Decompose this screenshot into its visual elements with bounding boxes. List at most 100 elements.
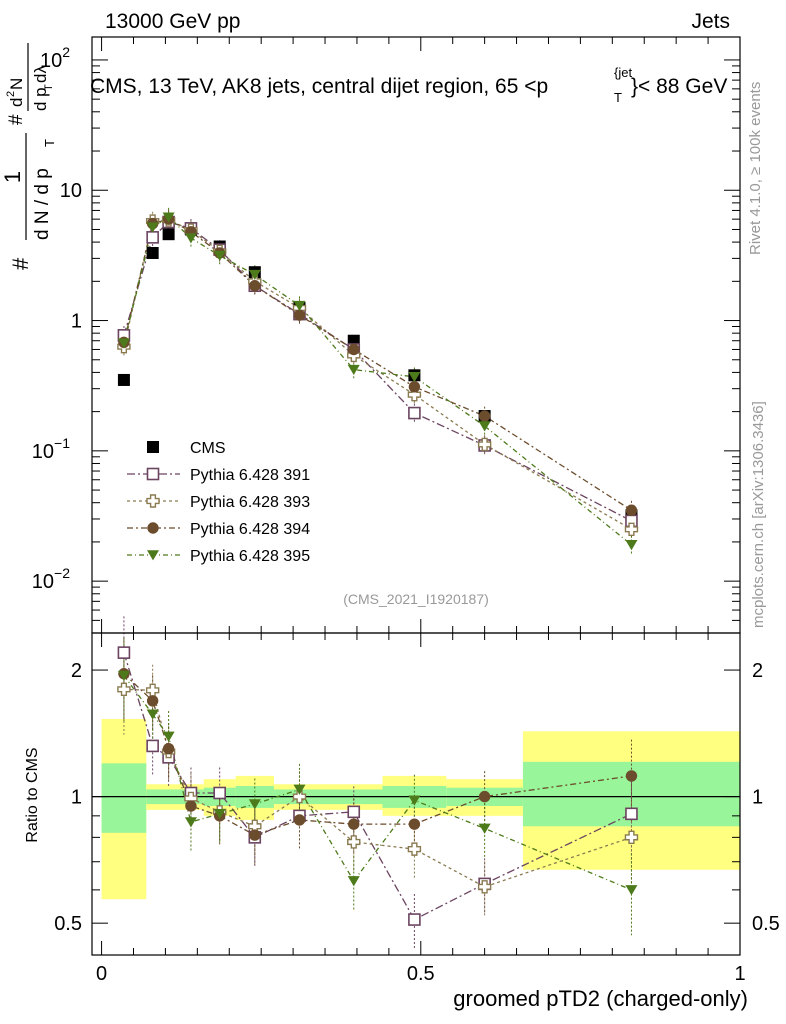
main-data-point	[184, 233, 197, 244]
legend-marker	[147, 522, 159, 534]
ylabel-frac2-den-sub: T	[43, 84, 55, 91]
main-data-point	[162, 228, 175, 241]
x-axis-label: groomed pTD2 (charged-only)	[453, 986, 748, 1011]
ratio-data-point	[248, 799, 261, 810]
ratio-data-point	[347, 876, 360, 887]
main-data-point	[478, 410, 491, 422]
ratio-data-point	[625, 770, 638, 782]
ratio-y-axis-label: Ratio to CMS	[24, 747, 41, 842]
ratio-y-tick-label-left: 1	[71, 787, 82, 809]
ratio-data-point	[162, 731, 175, 742]
ratio-data-point	[625, 807, 638, 821]
ratio-data-point	[184, 817, 197, 828]
svg-text:CMS, 13 TeV, AK8 jets, central: CMS, 13 TeV, AK8 jets, central dijet reg…	[90, 75, 548, 98]
main-y-tick-label: 10−2	[32, 565, 70, 593]
tick-exponent: −1	[54, 435, 70, 451]
legend-label: Pythia 6.428 393	[190, 494, 310, 511]
ratio-data-point	[408, 818, 421, 830]
main-data-point	[162, 212, 175, 223]
legend-label: Pythia 6.428 395	[190, 548, 310, 565]
title-main: CMS, 13 TeV, AK8 jets, central dijet reg…	[90, 75, 548, 98]
ratio-data-point	[293, 784, 306, 795]
main-data-point	[478, 421, 491, 432]
tick-exponent: −2	[54, 565, 70, 581]
main-data-point	[408, 381, 421, 393]
main-y-tick-label: 10	[60, 180, 82, 202]
tick-base: 10	[32, 441, 54, 463]
ylabel-frac1-den-sub: T	[42, 139, 57, 147]
main-data-point	[348, 343, 360, 356]
ratio-data-point	[348, 818, 360, 830]
main-data-point	[293, 300, 306, 312]
legend-marker	[146, 467, 160, 481]
ratio-x-tick-label: 0.5	[407, 963, 435, 985]
energy-label: 13000 GeV pp	[105, 10, 240, 33]
ratio-data-point	[185, 800, 197, 812]
main-y-tick-label: 10−1	[32, 435, 70, 463]
ratio-bands	[92, 718, 740, 900]
ratio-frame	[91, 632, 741, 956]
main-data-point	[248, 269, 261, 281]
ratio-data-point	[117, 682, 131, 696]
ratio-data-point	[477, 880, 492, 894]
main-y-tick-label: 1	[71, 311, 82, 333]
ratio-data-point	[293, 814, 306, 826]
category-label: Jets	[691, 10, 730, 33]
plot-title: CMS, 13 TeV, AK8 jets, central dijet reg…	[90, 65, 727, 105]
tick-exponent: 2	[62, 44, 70, 60]
ylabel-frac2-num-post: N	[7, 78, 26, 90]
ratio-data-point	[146, 739, 159, 753]
legend: CMS Pythia 6.428 391 Pythia 6.428 393 Pythi…	[127, 440, 310, 565]
ratio-data-point	[117, 646, 131, 659]
ratio-data-point	[478, 823, 491, 834]
ratio-band-inner	[101, 763, 147, 833]
legend-marker	[147, 441, 159, 453]
main-data-point	[625, 540, 638, 551]
ratio-data-point	[625, 885, 638, 896]
main-data-point	[293, 309, 306, 321]
ylabel-frac1-den: d N / d p	[32, 168, 53, 240]
tick-base: 1	[71, 311, 82, 333]
ylabel-frac2-den: d p	[31, 87, 50, 111]
ratio-data-point	[162, 743, 175, 755]
main-data-point	[408, 406, 421, 420]
main-data-point	[408, 372, 421, 383]
ratio-x-tick-labels: 0 0.5 1	[96, 963, 746, 985]
ratio-data-point	[146, 709, 159, 720]
main-data-point	[624, 522, 639, 536]
title-sub: T	[614, 90, 622, 105]
ratio-data-point	[213, 786, 226, 800]
main-data-point	[347, 364, 360, 376]
ratio-x-tick-label: 0	[96, 963, 107, 985]
legend-label: CMS	[190, 440, 226, 457]
ratio-data-point	[408, 795, 421, 806]
main-data-point	[146, 222, 159, 233]
main-data-point	[117, 373, 130, 386]
legend-marker	[146, 494, 160, 508]
ratio-data-point	[347, 805, 361, 819]
main-data-point	[146, 246, 159, 259]
ratio-plot: 0.5 0.51 12 2 0 0.5 1	[54, 616, 780, 985]
legend-label: Pythia 6.428 394	[190, 521, 310, 538]
ratio-y-tick-label-right: 1	[752, 787, 763, 809]
ylabel-frac2-den-post: dλ	[31, 65, 50, 83]
ratio-data-point	[213, 809, 226, 820]
analysis-id: (CMS_2021_I1920187)	[343, 591, 489, 607]
ylabel-frac1-num: 1	[0, 171, 25, 183]
ratio-data-point	[292, 789, 307, 804]
ratio-data-point	[249, 829, 261, 841]
main-y-tick-label: 102	[40, 44, 70, 72]
legend-marker	[147, 550, 159, 561]
ratio-y-tick-labels: 0.5 0.5 1 1 2 2	[54, 660, 780, 935]
main-data-point	[477, 437, 492, 452]
title-suffix: }< 88 GeV	[631, 75, 727, 98]
tick-base: 10	[40, 50, 62, 72]
main-y-axis-label: # 1 d N / d p T # d 2 N d p T dλ	[0, 43, 57, 270]
main-data-point	[625, 504, 638, 516]
tick-base: 10	[32, 571, 54, 593]
legend-label: Pythia 6.428 391	[190, 467, 310, 484]
ratio-y-tick-label-right: 2	[752, 660, 763, 682]
main-data-point	[117, 338, 130, 349]
